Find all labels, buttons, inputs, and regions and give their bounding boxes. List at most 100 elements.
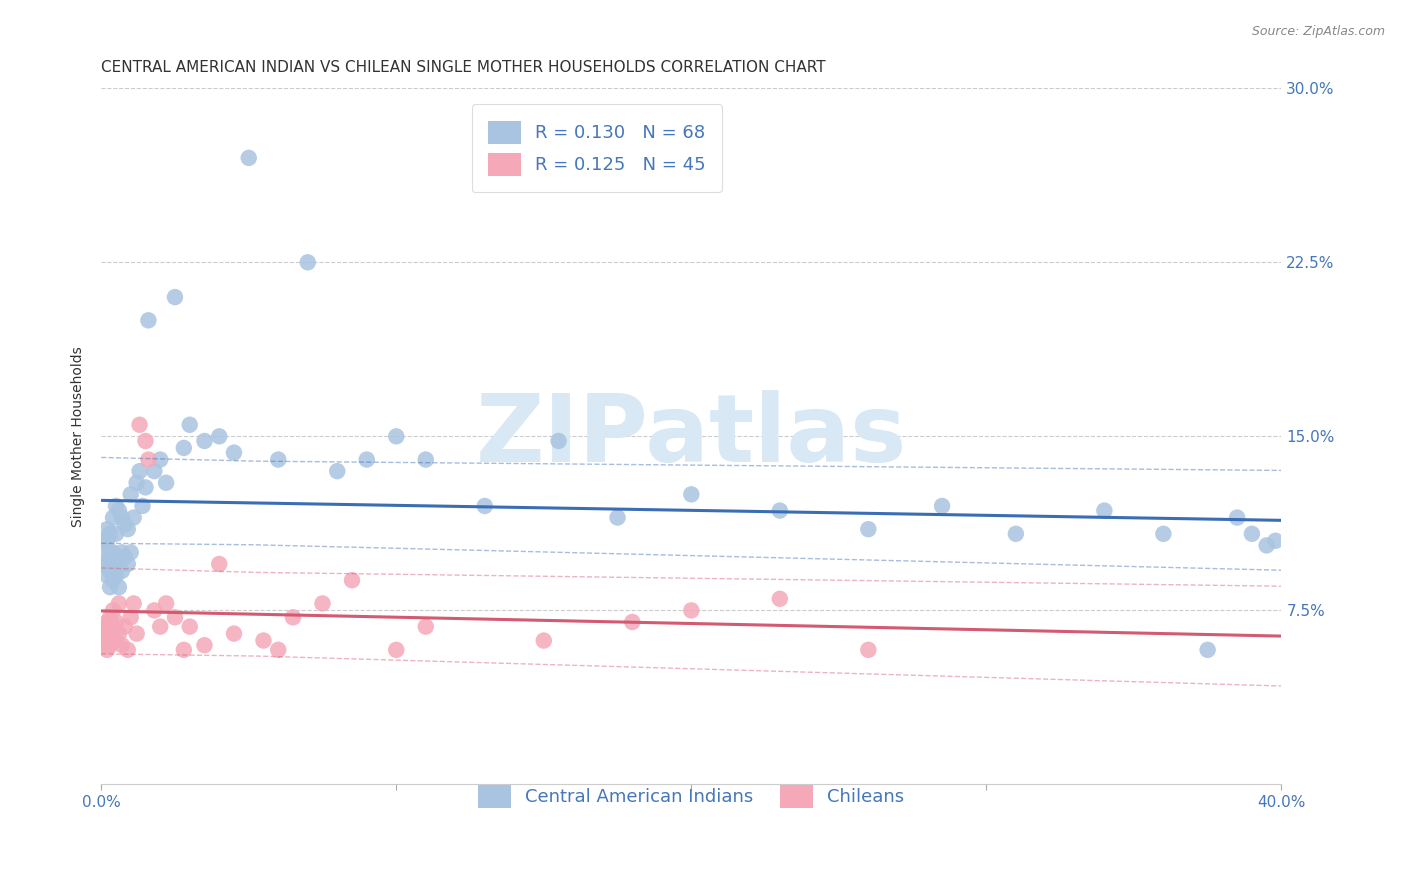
Point xyxy=(96,643,118,657)
Point xyxy=(96,522,118,536)
Point xyxy=(128,464,150,478)
Point xyxy=(155,596,177,610)
Point xyxy=(93,545,115,559)
Point xyxy=(98,580,121,594)
Point xyxy=(1005,526,1028,541)
Point xyxy=(108,626,131,640)
Point xyxy=(93,620,115,634)
Point xyxy=(122,510,145,524)
Point xyxy=(173,643,195,657)
Point xyxy=(122,596,145,610)
Point xyxy=(356,452,378,467)
Point xyxy=(101,573,124,587)
Point xyxy=(98,610,121,624)
Point xyxy=(385,643,408,657)
Point xyxy=(163,610,186,624)
Point xyxy=(415,452,437,467)
Point xyxy=(101,510,124,524)
Point xyxy=(179,417,201,432)
Point xyxy=(281,610,304,624)
Point xyxy=(93,557,115,571)
Point xyxy=(415,620,437,634)
Point xyxy=(117,643,139,657)
Point xyxy=(163,290,186,304)
Point xyxy=(111,638,134,652)
Point xyxy=(98,564,121,578)
Legend: Central American Indians, Chileans: Central American Indians, Chileans xyxy=(463,768,921,824)
Point xyxy=(125,626,148,640)
Point xyxy=(93,626,115,640)
Point xyxy=(125,475,148,490)
Point xyxy=(114,620,136,634)
Point xyxy=(326,464,349,478)
Point xyxy=(1240,526,1263,541)
Point xyxy=(1152,526,1174,541)
Point xyxy=(134,480,156,494)
Point xyxy=(93,533,115,548)
Point xyxy=(311,596,333,610)
Point xyxy=(108,580,131,594)
Point xyxy=(681,487,703,501)
Point xyxy=(108,503,131,517)
Point xyxy=(101,620,124,634)
Point xyxy=(681,603,703,617)
Text: Source: ZipAtlas.com: Source: ZipAtlas.com xyxy=(1251,25,1385,38)
Point xyxy=(134,434,156,448)
Point xyxy=(117,522,139,536)
Point xyxy=(149,452,172,467)
Point xyxy=(149,620,172,634)
Point xyxy=(858,643,880,657)
Point xyxy=(101,545,124,559)
Point xyxy=(98,526,121,541)
Point xyxy=(931,499,953,513)
Point xyxy=(96,632,118,646)
Point xyxy=(340,573,363,587)
Point xyxy=(238,151,260,165)
Point xyxy=(111,510,134,524)
Point xyxy=(104,568,127,582)
Point xyxy=(1197,643,1219,657)
Y-axis label: Single Mother Households: Single Mother Households xyxy=(72,346,86,526)
Point xyxy=(120,610,142,624)
Point xyxy=(108,557,131,571)
Point xyxy=(769,591,792,606)
Point xyxy=(104,633,127,648)
Point xyxy=(120,487,142,501)
Point xyxy=(96,615,118,629)
Point xyxy=(155,475,177,490)
Point xyxy=(104,549,127,564)
Point xyxy=(533,633,555,648)
Point xyxy=(143,464,166,478)
Point xyxy=(208,429,231,443)
Point xyxy=(547,434,569,448)
Point xyxy=(96,557,118,571)
Point xyxy=(104,526,127,541)
Text: CENTRAL AMERICAN INDIAN VS CHILEAN SINGLE MOTHER HOUSEHOLDS CORRELATION CHART: CENTRAL AMERICAN INDIAN VS CHILEAN SINGL… xyxy=(101,60,825,75)
Point xyxy=(138,313,160,327)
Point xyxy=(93,638,115,652)
Point xyxy=(98,626,121,640)
Point xyxy=(128,417,150,432)
Point xyxy=(606,510,628,524)
Point xyxy=(173,441,195,455)
Point xyxy=(114,549,136,564)
Point xyxy=(101,603,124,617)
Point xyxy=(297,255,319,269)
Point xyxy=(104,615,127,629)
Point xyxy=(193,638,215,652)
Point xyxy=(1264,533,1286,548)
Point xyxy=(222,626,245,640)
Point xyxy=(120,545,142,559)
Point xyxy=(179,620,201,634)
Point xyxy=(111,564,134,578)
Point xyxy=(267,643,290,657)
Point xyxy=(96,533,118,548)
Point xyxy=(621,615,644,629)
Point xyxy=(101,557,124,571)
Point xyxy=(114,517,136,532)
Point xyxy=(1226,510,1249,524)
Point xyxy=(117,557,139,571)
Point xyxy=(858,522,880,536)
Point xyxy=(474,499,496,513)
Point xyxy=(267,452,290,467)
